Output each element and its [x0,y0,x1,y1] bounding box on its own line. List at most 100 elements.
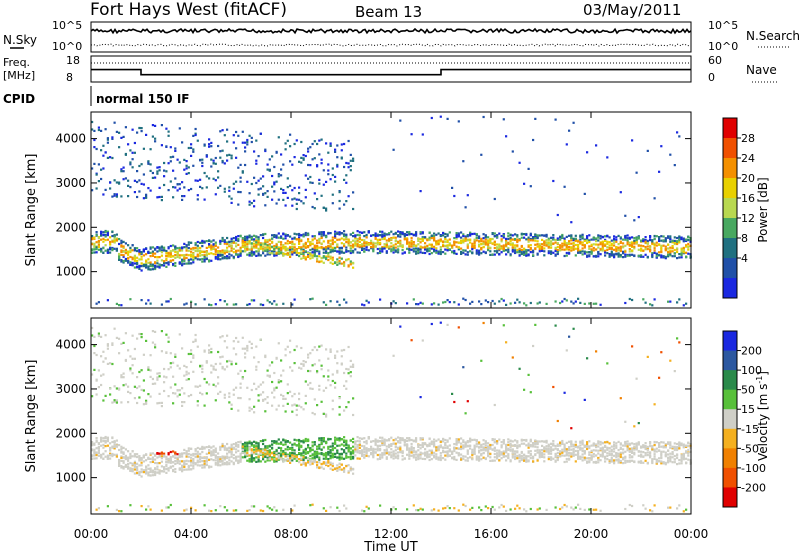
power-cell [415,303,418,306]
power-cell [595,240,598,243]
power-cell [120,168,123,171]
power-cell [289,184,292,187]
power-cell [104,128,107,131]
velocity-cell [304,452,307,455]
velocity-cell [136,462,139,465]
power-cell [338,250,341,253]
velocity-cell [268,458,271,461]
velocity-cell [122,466,125,469]
velocity-cell [257,385,260,388]
velocity-cell [331,445,334,448]
power-cell [511,246,514,249]
power-cell [502,246,505,249]
freq-right-tick-low: 0 [708,71,715,84]
power-cell [559,238,562,241]
power-cell [471,252,474,255]
power-cell [289,246,292,250]
velocity-cell [239,454,242,457]
power-cell [559,246,562,250]
power-cell [412,243,415,246]
power-cell [453,237,456,240]
power-cell [631,244,634,247]
power-colorbar-tick-label: 8 [741,232,748,245]
power-cell [309,175,312,179]
power-cell [241,250,244,253]
power-cell [183,186,186,189]
velocity-cell [163,452,166,455]
power-cell [194,179,197,182]
power-cell [151,246,154,249]
power-cell [230,201,233,204]
velocity-cell [275,509,278,512]
power-cell [118,257,121,260]
power-cell [451,251,454,254]
power-cell [628,241,631,244]
velocity-cell [172,402,175,405]
power-cell [457,248,460,251]
power-cell [493,240,496,243]
velocity-cell [111,343,114,346]
power-cell [523,248,526,251]
velocity-cell [100,440,103,443]
power-cell [345,246,348,249]
power-cell [529,251,532,254]
power-cell [275,236,278,239]
power-cell [104,230,107,233]
power-cell [491,242,494,245]
power-cell [347,244,350,247]
power-cell [201,245,204,248]
power-cell [626,243,629,246]
power-cell [478,237,481,240]
velocity-cell [147,464,150,467]
power-cell [316,242,319,245]
power-cell [232,187,235,190]
velocity-cell [172,455,175,458]
power-cell [514,246,517,249]
power-cell [410,248,413,251]
velocity-cell [291,457,294,460]
power-cell [415,247,418,250]
power-cell [120,239,123,242]
power-cell [358,231,361,234]
power-cell [298,254,301,258]
velocity-cell [156,402,159,405]
power-cell [637,236,640,239]
velocity-cell [226,334,229,337]
power-cell [673,164,676,167]
velocity-cell [201,364,204,367]
power-cell [226,241,229,244]
power-cell [491,237,494,241]
power-cell [617,255,620,258]
power-cell [460,252,463,255]
power-cell [397,230,400,233]
power-cell [223,134,226,137]
power-cell [660,235,663,238]
velocity-cell [241,377,244,380]
power-cell [259,187,262,190]
velocity-cell [210,347,213,350]
power-cell [356,238,359,241]
velocity-cell [174,383,177,386]
velocity-cell [318,345,321,348]
velocity-cell [345,455,348,458]
power-cell [219,250,222,253]
power-cell [502,233,505,236]
velocity-cell [219,459,222,463]
power-cell [534,247,537,250]
power-cell [118,304,121,307]
velocity-cell [118,459,121,462]
velocity-cell [325,440,328,443]
power-cell [219,258,222,261]
power-cell [322,251,325,254]
velocity-cell [196,385,199,388]
power-cell [313,140,316,143]
power-cell [462,249,465,252]
power-cell [475,251,478,254]
power-cell [669,153,672,156]
power-cell [480,239,483,242]
power-cell [606,252,609,255]
power-cell [624,234,627,238]
freq-left-label-line2: [MHz] [3,69,35,82]
velocity-cell [160,455,163,458]
power-cell [295,253,298,256]
